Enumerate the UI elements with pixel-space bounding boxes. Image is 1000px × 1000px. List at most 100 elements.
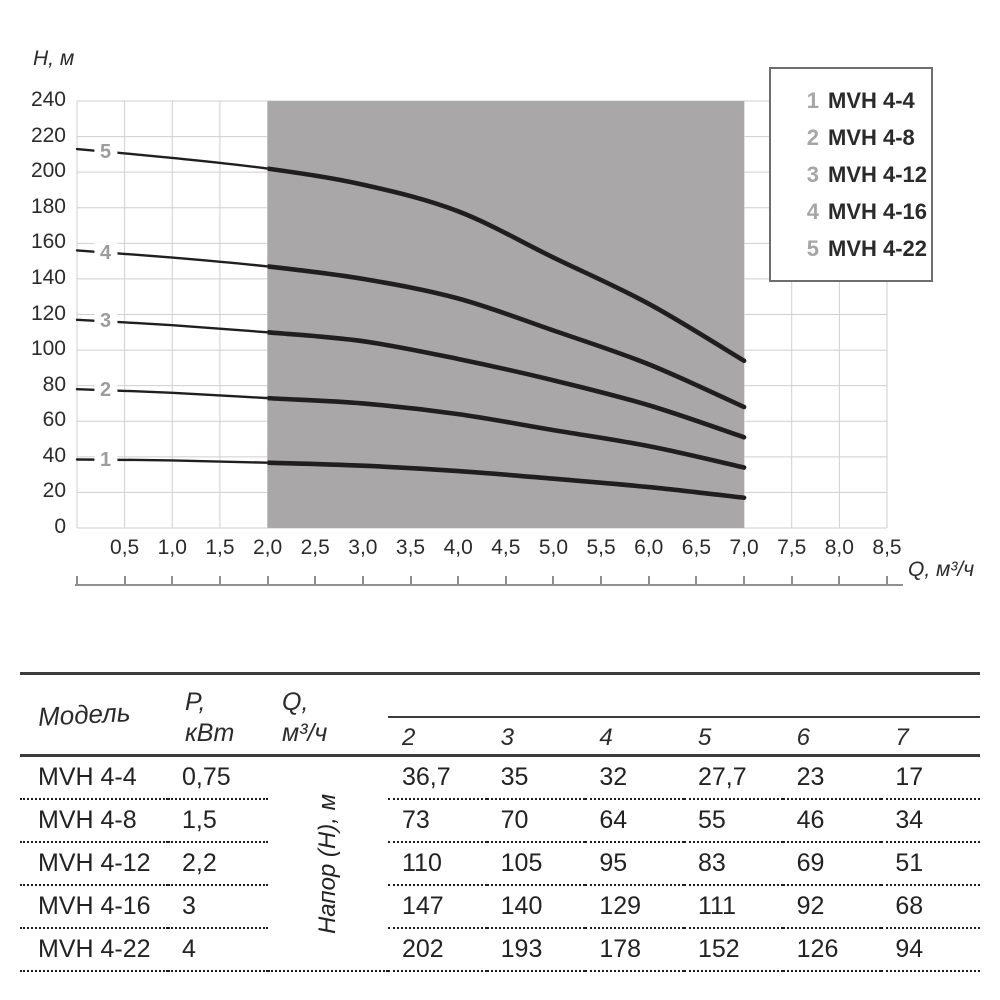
model-cell: MVH 4-12: [20, 843, 168, 886]
curve-mvh-4-12: [267, 329, 747, 440]
flow-value-header: 3: [500, 723, 515, 751]
x-tick-label: 7,0: [729, 536, 759, 559]
x-tick-label: 8,0: [824, 536, 854, 559]
power-cell: 3: [168, 886, 268, 929]
ruler-tick: [743, 576, 746, 584]
x-tick-label: 2,5: [300, 536, 330, 559]
head-value-cell: 46: [782, 800, 882, 843]
curve-mvh-4-12: [75, 318, 268, 334]
model-cell: MVH 4-4: [20, 757, 168, 800]
y-axis-title: Н, м: [33, 47, 75, 70]
curve-mvh-4-8: [75, 388, 268, 400]
y-tick-label: 0: [54, 515, 66, 538]
legend-item-number: 2: [806, 124, 819, 150]
curve-mvh-4-4: [267, 460, 747, 501]
y-tick-label: 120: [30, 301, 66, 325]
head-value-cell: 55: [683, 800, 783, 843]
flow-value-headers: 2 3 4 5 6 7: [388, 716, 980, 757]
legend-item-label: MVH 4-12: [828, 161, 928, 187]
y-tick-label: 160: [30, 230, 66, 254]
head-rotated-label-cell: Напор (Н), м: [268, 757, 388, 972]
power-cell: 4: [168, 929, 268, 972]
model-cell: MVH 4-22: [20, 929, 168, 972]
x-tick-label: 8,5: [872, 536, 902, 559]
curve-mvh-4-22: [75, 147, 268, 170]
x-tick-label: 4,5: [491, 536, 521, 559]
curve-mvh-4-16: [75, 249, 268, 268]
head-value-cell: 147: [388, 886, 487, 929]
head-value-cell: 94: [881, 929, 980, 972]
legend-item-number: 1: [806, 87, 819, 113]
ruler-tick: [457, 576, 460, 584]
x-tick-label: 2,0: [252, 536, 283, 559]
head-value-cell: 23: [782, 757, 882, 800]
y-tick-label: 100: [30, 337, 66, 361]
flow-value-header: 2: [402, 723, 416, 751]
head-value-cell: 32: [585, 757, 684, 800]
head-value-cell: 27,7: [683, 757, 783, 800]
head-value-cell: 95: [585, 843, 684, 886]
model-cell: MVH 4-16: [20, 886, 168, 929]
head-value-cell: 70: [486, 800, 586, 843]
curve-number-5: 5: [94, 141, 118, 162]
table-header: Модель P, кВт Q, м³/ч 2 3 4 5 6 7: [20, 672, 980, 757]
power-cell: 0,75: [168, 757, 268, 800]
x-tick-label: 4,0: [443, 536, 473, 559]
head-value-cell: 178: [585, 929, 684, 972]
x-tick-label: 5,5: [586, 536, 616, 559]
head-value-cell: 83: [683, 843, 783, 886]
legend-item: 5 MVH 4-22: [797, 230, 931, 267]
head-value-cell: 152: [683, 929, 783, 972]
y-tick-label: 60: [42, 408, 66, 432]
curve-number-1: 1: [94, 449, 118, 470]
head-value-cell: 92: [782, 886, 882, 929]
y-tick-label: 40: [42, 443, 66, 467]
ruler-tick: [838, 576, 841, 584]
x-tick-label: 3,0: [348, 536, 378, 559]
flow-value-header: 5: [697, 723, 712, 751]
ruler-tick: [171, 576, 174, 584]
legend-item-number: 3: [806, 161, 819, 187]
table-body: MVH 4-4 0,75 Напор (Н), м 36,7 35 32 27,7 23 17 M…: [20, 757, 980, 972]
y-tick-label: 180: [30, 194, 66, 218]
power-cell: 1,5: [168, 800, 268, 843]
x-tick-label: 0,5: [110, 536, 140, 559]
ruler-tick: [409, 576, 412, 584]
y-tick-label: 240: [30, 88, 66, 111]
ruler-tick: [790, 576, 793, 584]
ruler-tick: [886, 576, 888, 584]
column-header-power: P, кВт: [185, 687, 234, 749]
x-tick-label: 1,5: [205, 536, 235, 559]
y-tick-label: 20: [42, 479, 66, 503]
head-value-cell: 17: [881, 757, 980, 800]
x-tick-label: 3,5: [395, 536, 426, 559]
x-tick-label: 7,5: [777, 536, 807, 559]
ruler-tick: [266, 576, 269, 584]
ruler-tick: [600, 576, 603, 584]
flow-value-header: 6: [796, 723, 811, 751]
y-tick-label: 140: [30, 265, 66, 289]
flow-header-line2: м³/ч: [282, 719, 328, 747]
y-tick-label: 220: [30, 123, 66, 147]
chart-legend: 1 MVH 4-4 2 MVH 4-8 3 MVH 4-12 4 MVH 4-16 5 MVH 4…: [769, 67, 933, 282]
legend-item-label: MVH 4-16: [828, 198, 928, 224]
curve-mvh-4-22: [267, 166, 747, 364]
head-rotated-label: Напор (Н), м: [314, 793, 341, 934]
x-tick-label: 1,0: [157, 536, 187, 559]
legend-item: 1 MVH 4-4: [797, 82, 931, 119]
legend-item-label: MVH 4-22: [828, 235, 928, 261]
x-tick-label: 6,5: [681, 536, 712, 559]
legend-item-number: 4: [806, 198, 819, 224]
plot-area: 1 2 3 4 5: [75, 100, 888, 529]
model-cell: MVH 4-8: [20, 800, 168, 843]
head-value-cell: 51: [881, 843, 980, 886]
x-tick-label: 5,0: [538, 536, 569, 559]
legend-item: 3 MVH 4-12: [797, 156, 931, 193]
legend-item-label: MVH 4-4: [828, 87, 915, 113]
head-value-cell: 69: [782, 843, 882, 886]
x-axis-ruler: [75, 575, 903, 586]
curve-number-4: 4: [94, 242, 118, 263]
head-value-cell: 68: [881, 886, 980, 929]
curve-mvh-4-16: [267, 264, 747, 410]
